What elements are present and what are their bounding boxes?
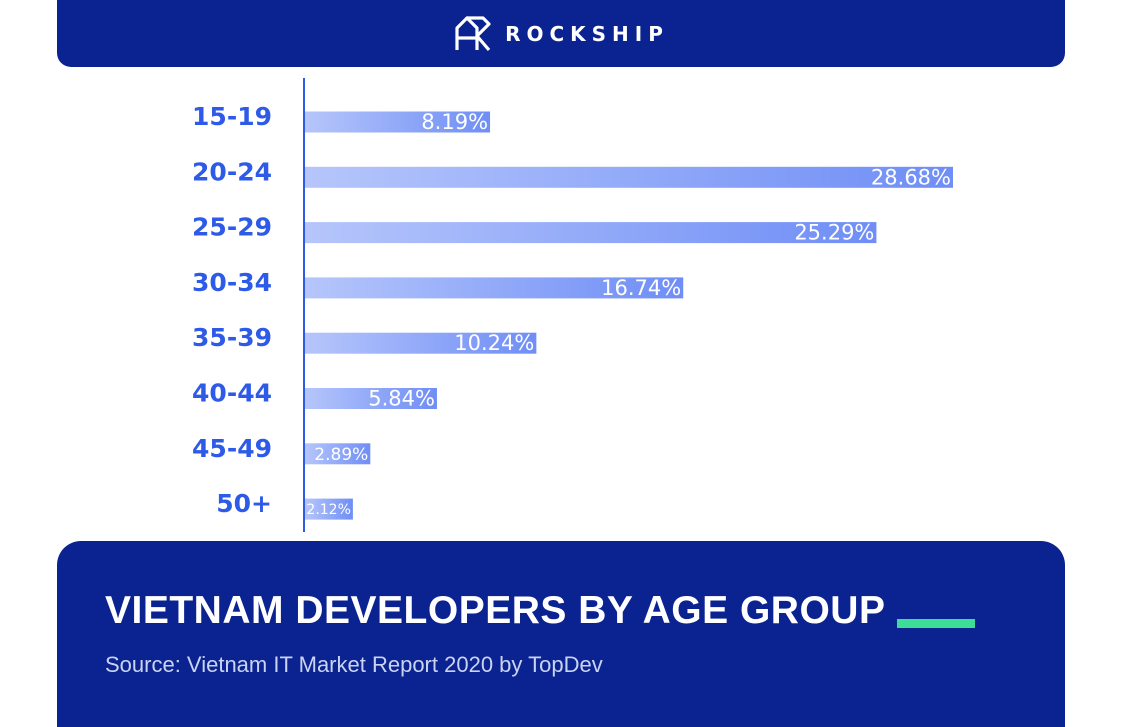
- category-label: 15-19: [192, 102, 272, 131]
- title-row: VIETNAM DEVELOPERS BY AGE GROUP: [105, 589, 976, 632]
- bar: [305, 111, 491, 133]
- value-label: 25.29%: [794, 221, 874, 245]
- footer-panel: VIETNAM DEVELOPERS BY AGE GROUP Source: …: [57, 541, 1065, 727]
- bar: [305, 388, 437, 409]
- category-label: 40-44: [192, 379, 272, 408]
- category-label: 45-49: [192, 434, 272, 463]
- rockship-logo-icon: [455, 15, 491, 51]
- header-bar: ROCKSHIP: [57, 0, 1065, 67]
- bar: [305, 166, 953, 188]
- category-label: 35-39: [192, 323, 272, 352]
- category-label: 20-24: [192, 157, 272, 186]
- value-label: 28.68%: [871, 165, 951, 189]
- brand: ROCKSHIP: [453, 14, 669, 54]
- bar: [305, 498, 353, 520]
- value-label: 2.89%: [314, 445, 368, 465]
- category-label: 50+: [216, 489, 272, 518]
- bar: [305, 277, 684, 299]
- chart-title: VIETNAM DEVELOPERS BY AGE GROUP: [105, 589, 886, 632]
- bar: [305, 332, 537, 354]
- title-accent-line: [897, 619, 976, 628]
- bar: [305, 222, 877, 244]
- age-group-bar-chart: 15-19 8.19% 20-24 28.68% 25-29 25.29% 30-34 16.…: [192, 78, 953, 532]
- category-label: 30-34: [192, 268, 272, 297]
- category-label: 25-29: [192, 213, 272, 242]
- value-label: 8.19%: [421, 110, 488, 134]
- value-label: 2.12%: [306, 502, 350, 518]
- value-label: 16.74%: [601, 276, 681, 300]
- bar: [305, 443, 371, 465]
- source-text: Source: Vietnam IT Market Report 2020 by…: [105, 652, 603, 677]
- brand-name: ROCKSHIP: [505, 21, 669, 46]
- value-label: 10.24%: [454, 331, 534, 355]
- value-label: 5.84%: [368, 387, 435, 411]
